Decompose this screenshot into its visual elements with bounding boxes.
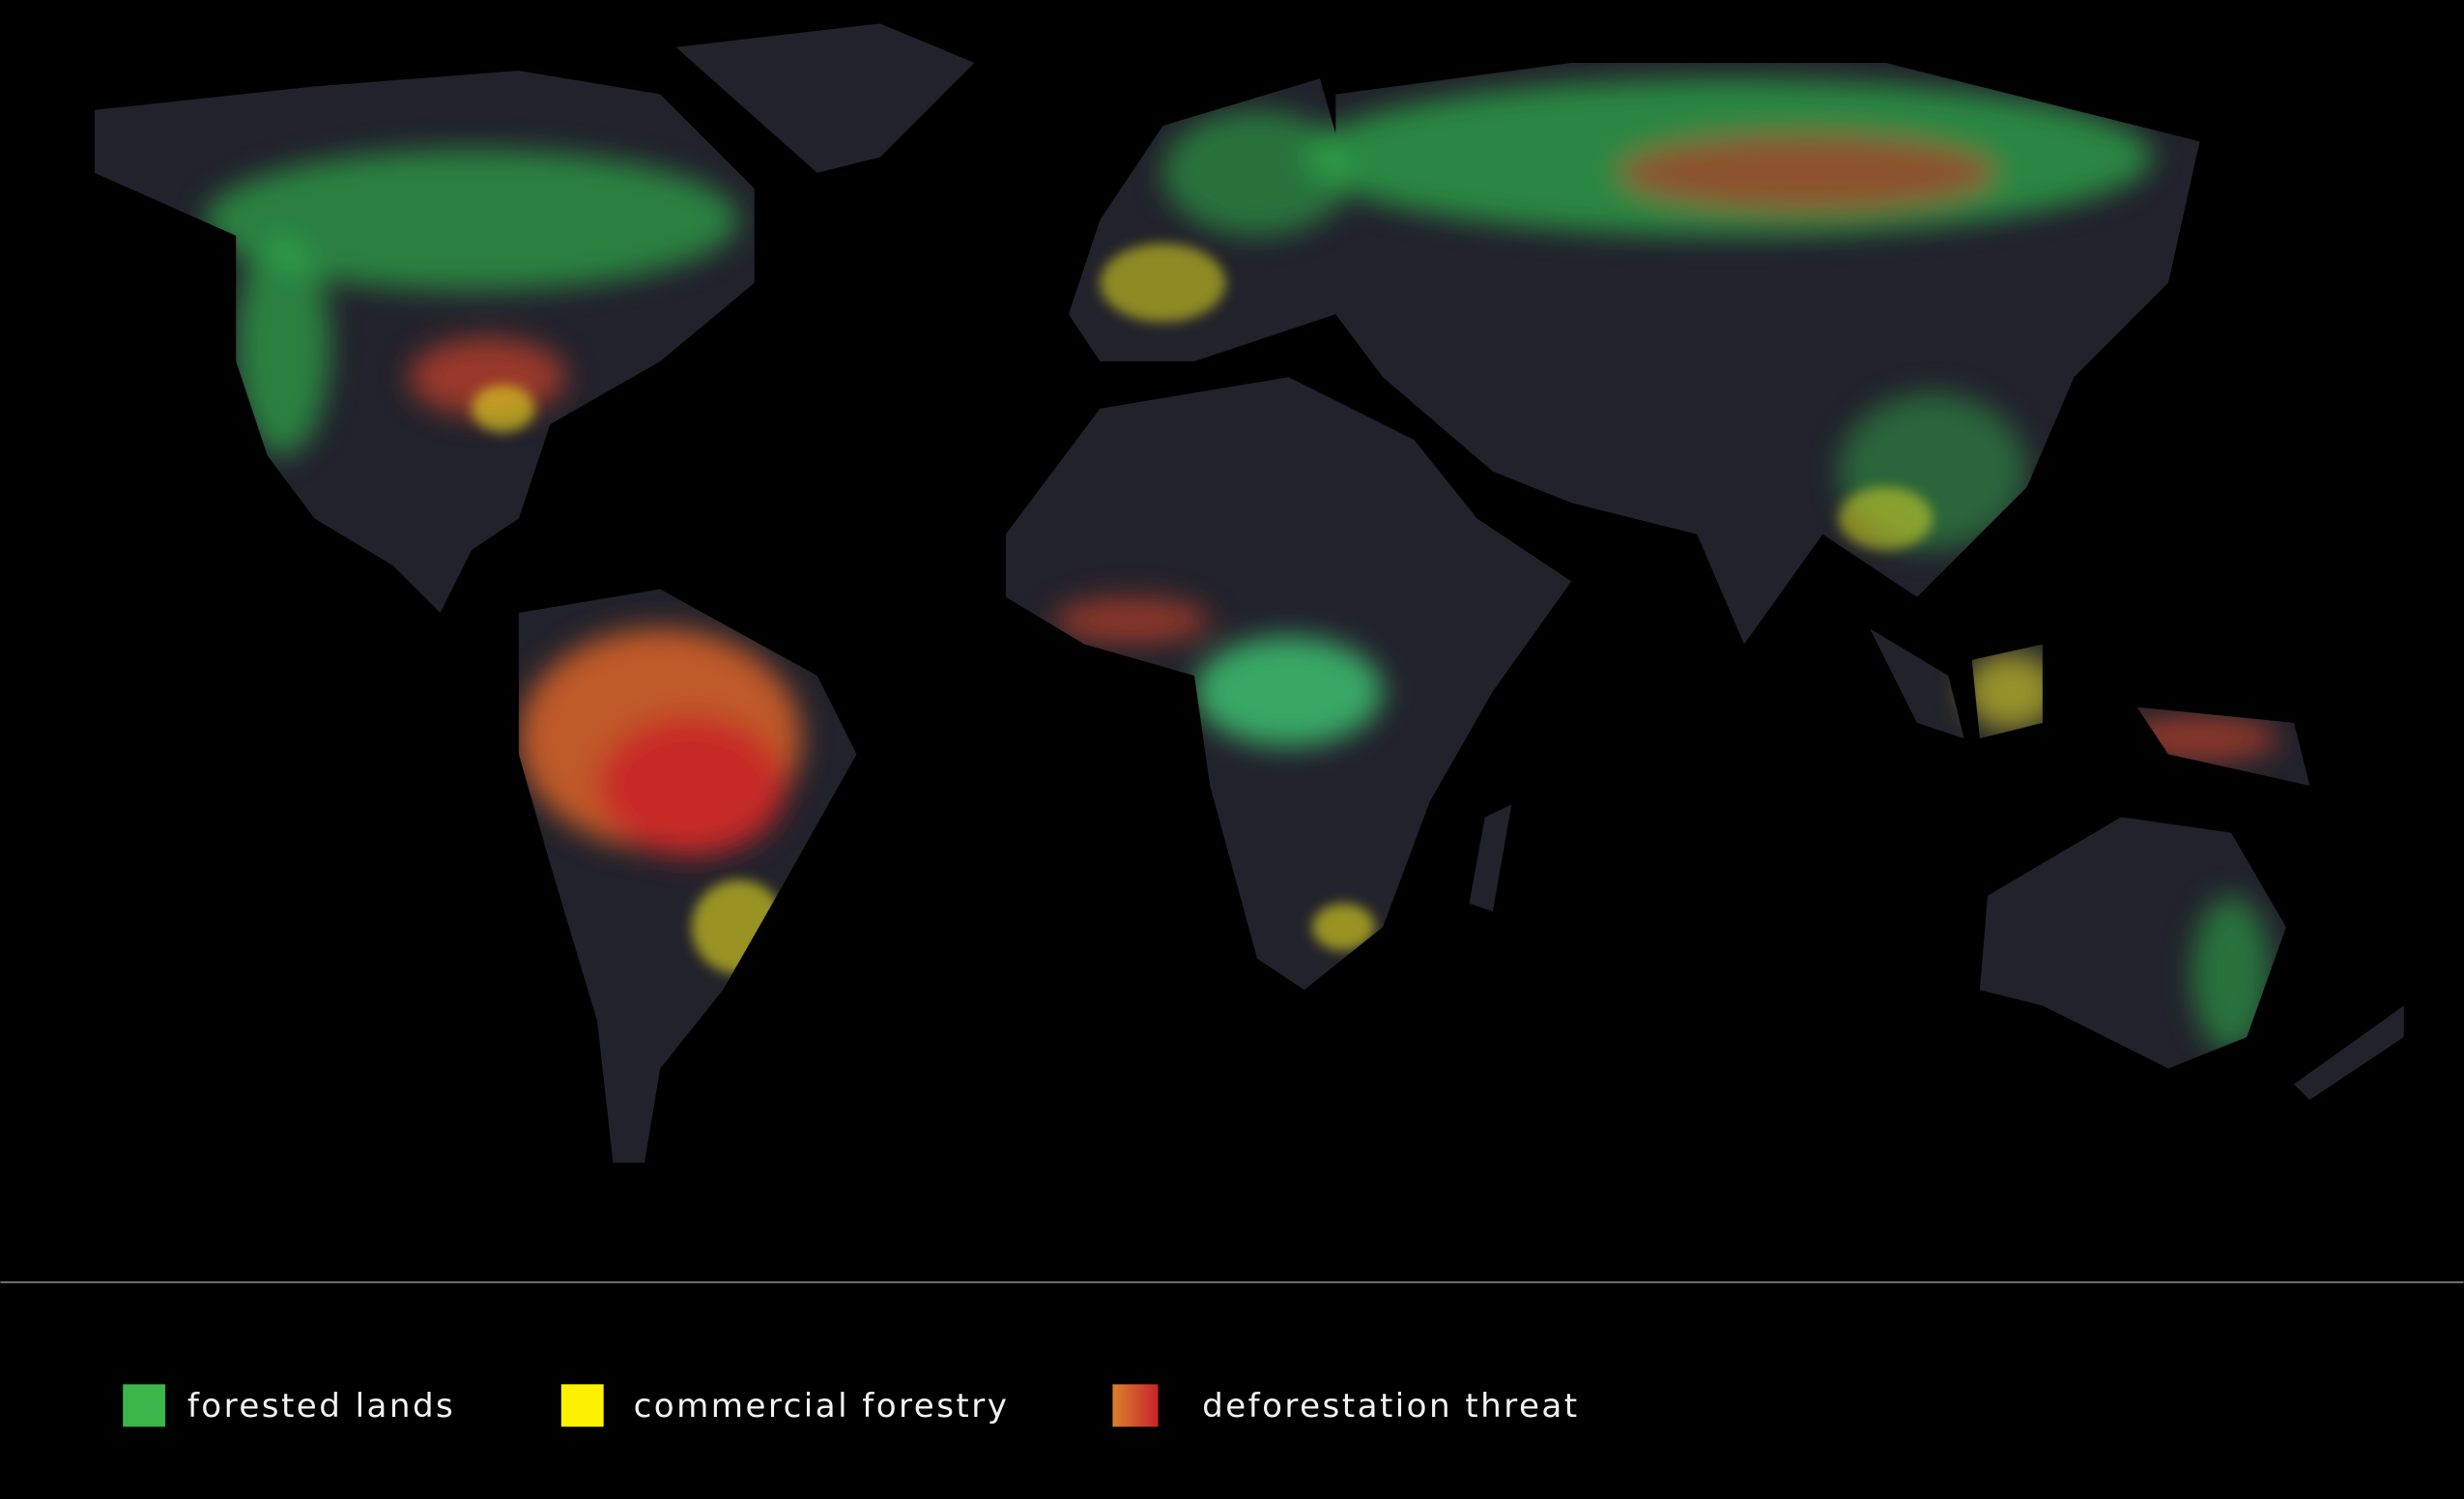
legend-swatch <box>123 1384 166 1427</box>
legend-label: forested lands <box>187 1387 455 1426</box>
legend: forested lands commercial forestry defor… <box>123 1384 1579 1427</box>
forest-cover <box>204 78 2278 1053</box>
commercial-forestry-cover <box>472 243 1934 974</box>
legend-swatch <box>560 1384 604 1427</box>
legend-label: commercial forestry <box>634 1387 1010 1426</box>
legend-swatch <box>1112 1384 1159 1427</box>
greenland <box>675 23 975 173</box>
legend-label: deforestation threat <box>1202 1387 1579 1426</box>
